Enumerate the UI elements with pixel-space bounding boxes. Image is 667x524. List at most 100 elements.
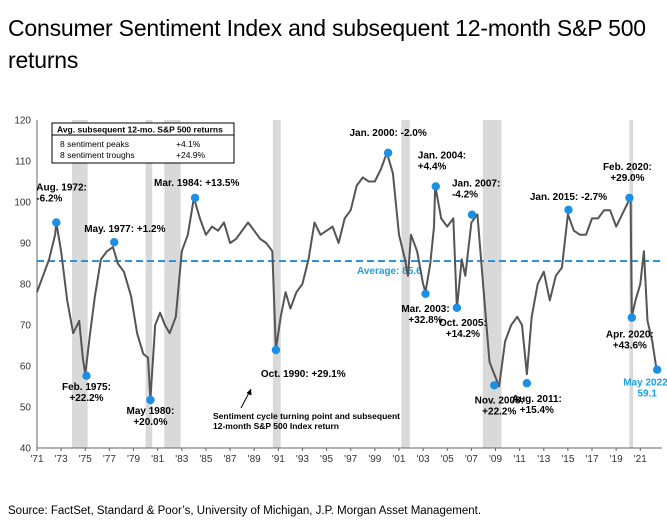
x-tick-label: '89 (248, 454, 261, 465)
trough-label: +20.0% (133, 417, 167, 428)
x-tick-label: '93 (296, 454, 309, 465)
x-tick-label: '11 (513, 454, 526, 465)
x-tick-label: '01 (392, 454, 405, 465)
trough-label: May 1980: (127, 406, 175, 417)
table-row-label: 8 sentiment troughs (60, 150, 135, 160)
x-tick-label: '03 (417, 454, 430, 465)
peak-marker (52, 218, 61, 227)
trough-label: 59.1 (637, 389, 657, 400)
trough-label: +22.2% (69, 393, 103, 404)
peak-label: -6.2% (36, 194, 62, 205)
recession-bar (401, 120, 410, 448)
table-header: Avg. subsequent 12-mo. S&P 500 returns (57, 125, 223, 135)
note-arrowhead (246, 389, 252, 396)
x-tick-label: '15 (561, 454, 574, 465)
peak-marker (467, 210, 477, 219)
returns-table (51, 122, 235, 164)
trough-marker (146, 395, 155, 405)
x-tick-label: '81 (151, 454, 164, 465)
peak-marker (564, 205, 573, 214)
peak-label: Jan. 2004: (418, 150, 466, 161)
peak-label: Jan. 2015: -2.7% (530, 192, 607, 203)
trough-marker (421, 289, 430, 299)
x-tick-label: '73 (55, 454, 68, 465)
peak-label: +29.0% (610, 173, 644, 184)
trough-label: +15.4% (520, 405, 554, 416)
trough-marker (490, 381, 499, 390)
peak-label: Mar. 1984: +13.5% (154, 178, 239, 189)
note-text: 12-month S&P 500 Index return (213, 421, 339, 431)
peak-marker (625, 193, 634, 203)
x-tick-label: '97 (344, 454, 357, 465)
x-tick-label: '21 (634, 454, 647, 465)
peak-label: Jan. 2007: (452, 179, 500, 190)
x-tick-label: '75 (79, 454, 92, 465)
x-tick-label: '87 (224, 454, 237, 465)
peak-marker (110, 237, 119, 247)
y-tick-label: 90 (20, 239, 32, 250)
trough-label: +43.6% (613, 341, 647, 352)
peak-label: -4.2% (452, 190, 478, 201)
recession-bar (272, 120, 281, 448)
y-tick-label: 50 (20, 403, 32, 414)
source-note: Source: FactSet, Standard & Poor’s, Univ… (8, 505, 482, 517)
recession-bar (482, 120, 502, 448)
trough-label: Oct. 2005: (439, 318, 487, 329)
x-tick-label: '19 (610, 454, 623, 465)
peak-marker (383, 148, 393, 157)
x-tick-label: '91 (272, 454, 285, 465)
trough-marker (271, 345, 281, 355)
x-tick-label: '79 (127, 454, 140, 465)
y-tick-label: 110 (15, 157, 31, 168)
trough-marker (82, 371, 91, 381)
note-text: Sentiment cycle turning point and subseq… (213, 411, 400, 421)
trough-label: Oct. 1990: +29.1% (261, 369, 346, 380)
trough-label: +32.8% (408, 315, 442, 326)
y-tick-label: 80 (20, 280, 32, 291)
peak-label: Jan. 2000: -2.0% (349, 128, 426, 139)
trough-label: Apr. 2020: (606, 330, 654, 341)
x-tick-label: '77 (103, 454, 116, 465)
trough-label: May 2022: (623, 378, 667, 389)
peak-label: Feb. 2020: (603, 162, 652, 173)
x-tick-label: '83 (175, 454, 188, 465)
x-tick-label: '05 (441, 454, 454, 465)
x-tick-label: '13 (537, 454, 550, 465)
table-row-value: +24.9% (176, 150, 206, 160)
trough-label: +22.2% (482, 406, 516, 417)
y-tick-label: 60 (20, 362, 32, 373)
x-tick-label: '17 (585, 454, 598, 465)
y-tick-label: 70 (20, 321, 32, 332)
peak-marker (431, 182, 440, 191)
y-tick-label: 120 (14, 116, 31, 127)
peak-marker (190, 193, 200, 203)
peak-label: May. 1977: +1.2% (84, 224, 165, 235)
peak-label: +4.4% (418, 161, 447, 172)
chart-title: Consumer Sentiment Index and subsequent … (8, 15, 646, 73)
trough-marker (452, 303, 462, 312)
trough-label: Feb. 1975: (62, 382, 111, 393)
average-label: Average: 85.6 (357, 266, 422, 277)
table-row-value: +4.1% (176, 139, 201, 149)
recession-bar (164, 120, 181, 448)
x-tick-label: '85 (199, 454, 212, 465)
x-tick-label: '71 (30, 454, 43, 465)
trough-label: +14.2% (446, 329, 480, 340)
x-tick-label: '07 (465, 454, 478, 465)
y-tick-label: 40 (20, 444, 32, 455)
y-tick-label: 100 (14, 198, 31, 209)
peak-label: Aug. 1972: (36, 183, 87, 194)
trough-label: Nov. 2008: (475, 395, 524, 406)
x-tick-label: '95 (320, 454, 333, 465)
x-tick-label: '09 (489, 454, 502, 465)
trough-marker (522, 379, 532, 388)
table-row-label: 8 sentiment peaks (60, 139, 129, 149)
trough-marker (627, 313, 637, 322)
x-tick-label: '99 (368, 454, 381, 465)
trough-label: Aug. 2011: (512, 394, 562, 405)
trough-label: Mar. 2003: (401, 304, 449, 315)
sentiment-line (36, 151, 660, 400)
recession-bar (145, 120, 153, 448)
trough-marker (652, 365, 662, 374)
